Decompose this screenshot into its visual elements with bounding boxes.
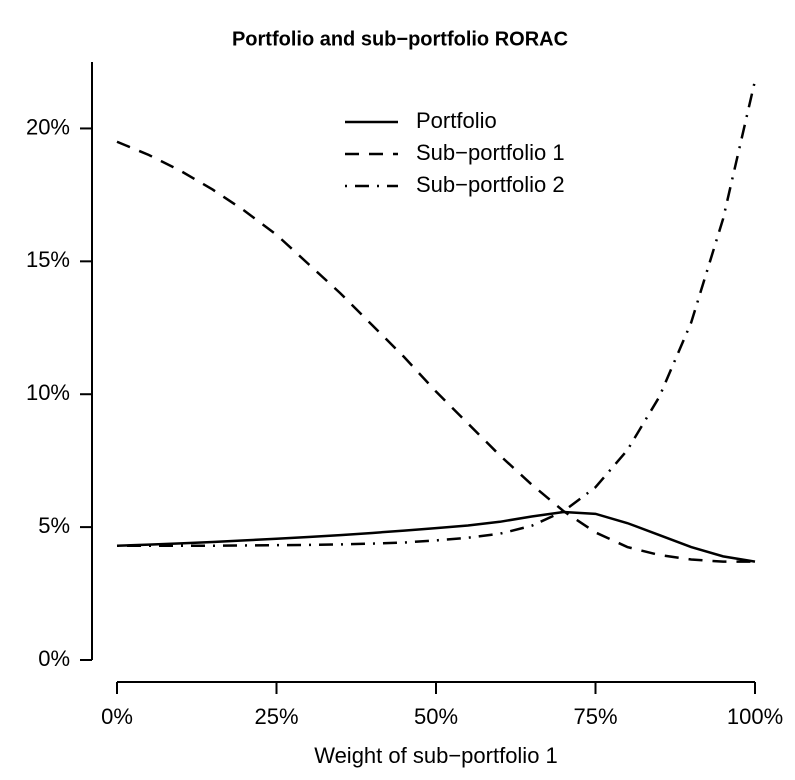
legend-label: Sub−portfolio 2 xyxy=(416,172,565,197)
y-tick-label: 20% xyxy=(26,114,70,139)
chart-title: Portfolio and sub−portfolio RORAC xyxy=(232,28,568,50)
y-tick-label: 5% xyxy=(38,513,70,538)
y-tick-label: 0% xyxy=(38,646,70,671)
y-tick-label: 15% xyxy=(26,247,70,272)
legend-label: Portfolio xyxy=(416,108,497,133)
y-tick-label: 10% xyxy=(26,380,70,405)
x-axis-label: Weight of sub−portfolio 1 xyxy=(314,743,558,768)
series-line xyxy=(116,140,755,563)
series-line xyxy=(116,510,756,563)
series-line xyxy=(117,80,757,547)
x-tick-label: 25% xyxy=(254,704,298,729)
x-tick-label: 0% xyxy=(101,704,133,729)
x-tick-label: 50% xyxy=(414,704,458,729)
x-tick-label: 100% xyxy=(727,704,783,729)
x-tick-label: 75% xyxy=(573,704,617,729)
legend-label: Sub−portfolio 1 xyxy=(416,140,565,165)
